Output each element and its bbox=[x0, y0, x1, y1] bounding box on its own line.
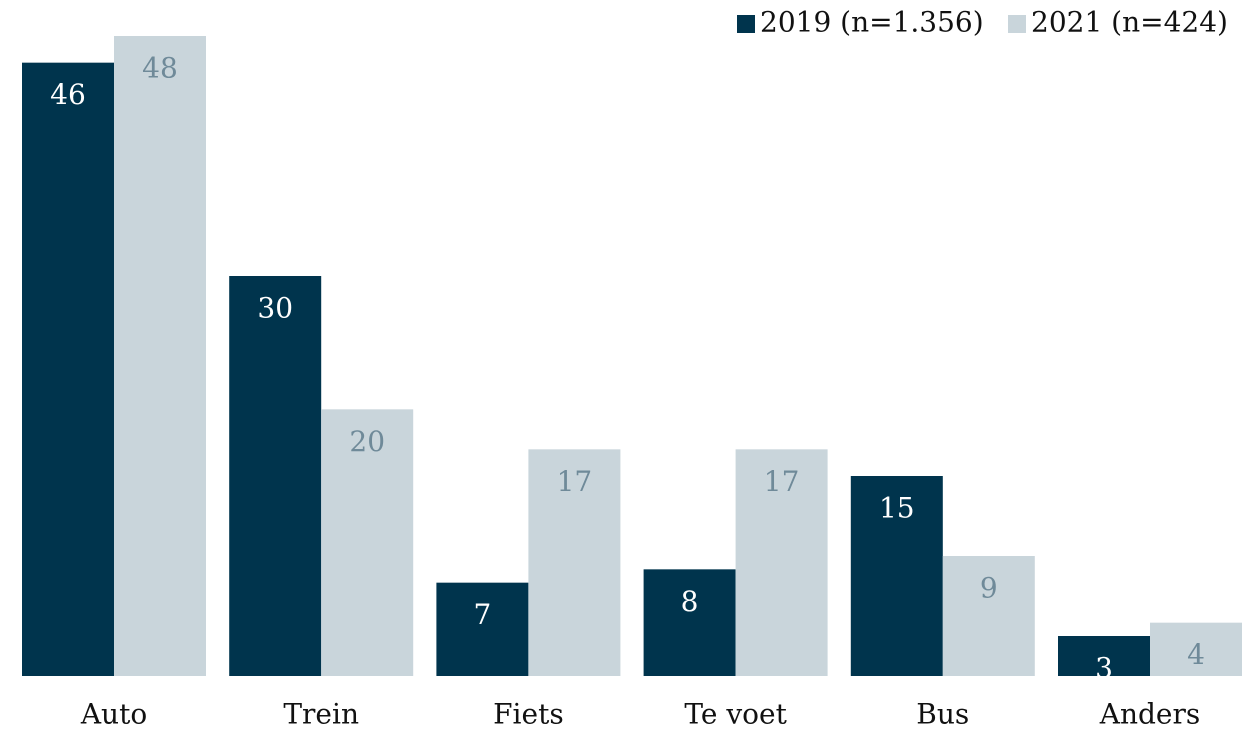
value-label: 20 bbox=[349, 425, 385, 458]
legend-label: 2019 (n=1.356) bbox=[760, 6, 984, 39]
bar bbox=[942, 556, 1035, 676]
legend-label: 2021 (n=424) bbox=[1031, 6, 1228, 39]
x-tick-label: Trein bbox=[283, 698, 359, 729]
x-tick-label: Te voet bbox=[684, 698, 787, 729]
value-label: 30 bbox=[257, 292, 293, 325]
value-label: 9 bbox=[980, 572, 998, 605]
value-label: 4 bbox=[1187, 638, 1205, 671]
bar bbox=[22, 62, 114, 676]
bar bbox=[436, 582, 529, 676]
x-tick-label: Bus bbox=[916, 698, 969, 729]
bar bbox=[114, 36, 206, 676]
bar bbox=[850, 476, 943, 676]
bar bbox=[1150, 622, 1242, 676]
bar bbox=[643, 569, 736, 676]
value-label: 46 bbox=[50, 78, 86, 111]
value-label: 48 bbox=[142, 52, 178, 85]
legend-swatch bbox=[1008, 15, 1026, 33]
x-tick-label: Auto bbox=[80, 698, 147, 729]
x-tick-label: Anders bbox=[1099, 698, 1201, 729]
x-tick-label: Fiets bbox=[493, 698, 564, 729]
bar bbox=[321, 409, 414, 676]
bar bbox=[735, 449, 828, 676]
value-label: 7 bbox=[473, 598, 491, 631]
value-label: 8 bbox=[681, 585, 699, 618]
legend-swatch bbox=[737, 15, 755, 33]
bar bbox=[229, 276, 322, 676]
value-label: 17 bbox=[557, 465, 593, 498]
bar bbox=[1058, 636, 1150, 676]
value-label: 3 bbox=[1095, 652, 1113, 685]
value-label: 17 bbox=[764, 465, 800, 498]
value-label: 15 bbox=[879, 492, 915, 525]
bar bbox=[528, 449, 621, 676]
